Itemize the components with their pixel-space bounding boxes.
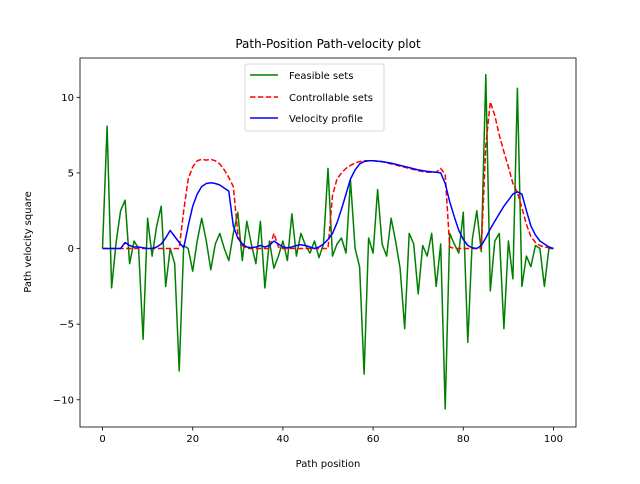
- legend-box: [244, 63, 385, 132]
- series-line-feasible-sets: [101, 73, 554, 410]
- chart-title: Path-Position Path-velocity plot: [235, 37, 421, 51]
- x-tick-label: 20: [186, 434, 199, 445]
- x-tick-label: 40: [277, 434, 290, 445]
- y-tick-label: −10: [53, 395, 74, 406]
- y-axis-label: Path velocity square: [23, 191, 34, 292]
- x-tick-label: 80: [457, 434, 470, 445]
- series-line-controllable-sets: [102, 101, 554, 250]
- y-axis: −10 −5 0 5 10: [53, 93, 80, 406]
- x-tick-label: 0: [99, 434, 105, 445]
- series-line-velocity-profile: [102, 160, 554, 250]
- x-axis: 0 20 40 60 80 100: [99, 427, 563, 445]
- axes-frame: [79, 57, 577, 428]
- legend-label-velocity: Velocity profile: [289, 114, 363, 125]
- legend-label-feasible: Feasible sets: [289, 71, 353, 82]
- legend: Feasible sets Controllable sets Velocity…: [244, 63, 385, 132]
- y-tick-label: 0: [68, 244, 74, 255]
- y-tick-label: 5: [68, 168, 74, 179]
- plot-area: [101, 73, 554, 410]
- y-tick-label: 10: [61, 93, 74, 104]
- y-tick-label: −5: [59, 320, 74, 331]
- x-tick-label: 100: [544, 434, 563, 445]
- x-tick-label: 60: [367, 434, 380, 445]
- legend-label-controllable: Controllable sets: [289, 93, 373, 104]
- x-axis-label: Path position: [296, 459, 361, 470]
- series-layer: [101, 73, 554, 410]
